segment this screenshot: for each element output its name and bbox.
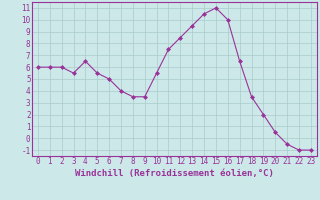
X-axis label: Windchill (Refroidissement éolien,°C): Windchill (Refroidissement éolien,°C) xyxy=(75,169,274,178)
